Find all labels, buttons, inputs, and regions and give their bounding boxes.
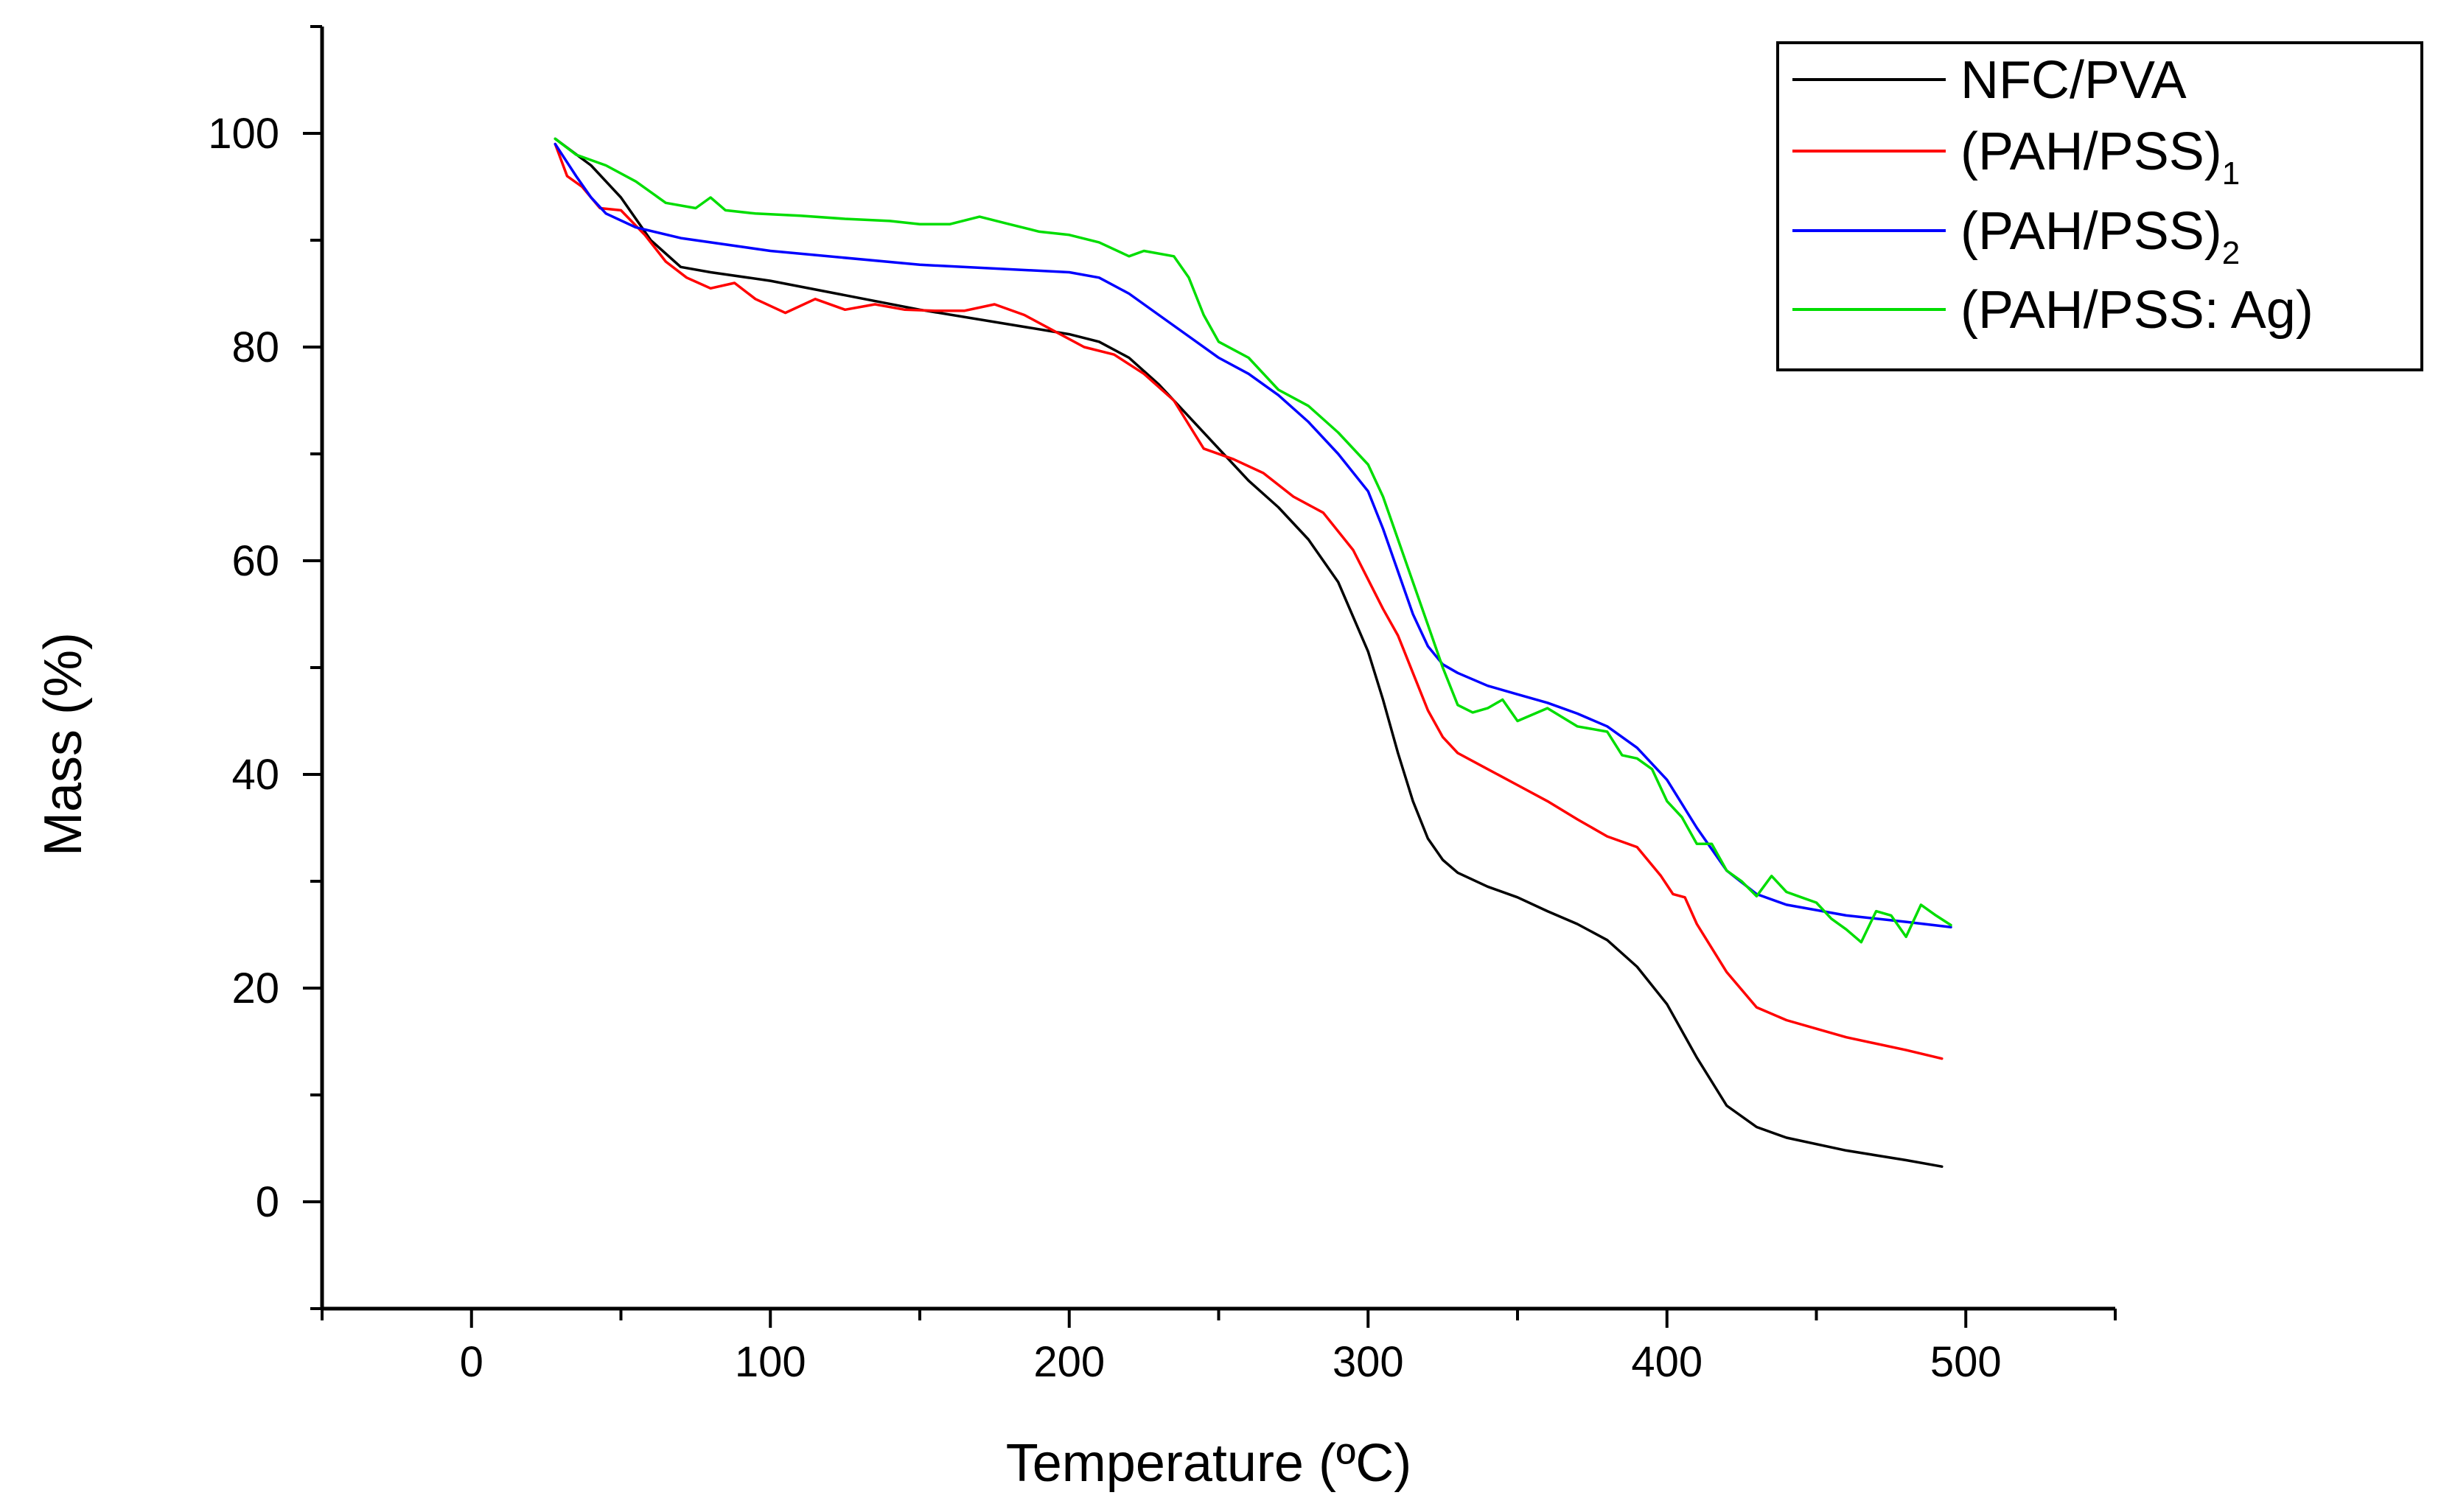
x-tick-label: 0 <box>460 1338 483 1386</box>
x-axis-title: Temperature (ºC) <box>1006 1434 1411 1493</box>
plot-area <box>553 137 1952 1168</box>
legend-label-2: (PAH/PSS)1 <box>1960 122 2240 192</box>
legend: NFC/PVA (PAH/PSS)1 (PAH/PSS)2 (PAH/PSS: Ag) <box>1776 41 2423 371</box>
x-tick-label: 100 <box>735 1338 806 1386</box>
y-tick-label: 40 <box>231 751 279 799</box>
series-line-1 <box>553 137 1944 1168</box>
series-line-3 <box>553 142 1952 929</box>
series-line-4 <box>553 137 1952 944</box>
y-tick-label: 100 <box>208 110 279 158</box>
y-tick-label: 20 <box>231 965 279 1012</box>
y-tick-label: 60 <box>231 537 279 585</box>
legend-label-1: NFC/PVA <box>1960 51 2187 110</box>
x-tick-label: 300 <box>1333 1338 1404 1386</box>
series-line-2 <box>553 142 1944 1060</box>
legend-label-3: (PAH/PSS)2 <box>1960 202 2240 271</box>
y-axis-title: Mass (%) <box>34 632 93 856</box>
x-tick-label: 500 <box>1930 1338 2002 1386</box>
legend-label-4: (PAH/PSS: Ag) <box>1960 281 2313 340</box>
legend-box <box>1776 41 2423 371</box>
y-tick-label: 80 <box>231 323 279 371</box>
y-tick-label: 0 <box>256 1178 279 1226</box>
x-tick-label: 400 <box>1631 1338 1703 1386</box>
x-tick-label: 200 <box>1033 1338 1105 1386</box>
